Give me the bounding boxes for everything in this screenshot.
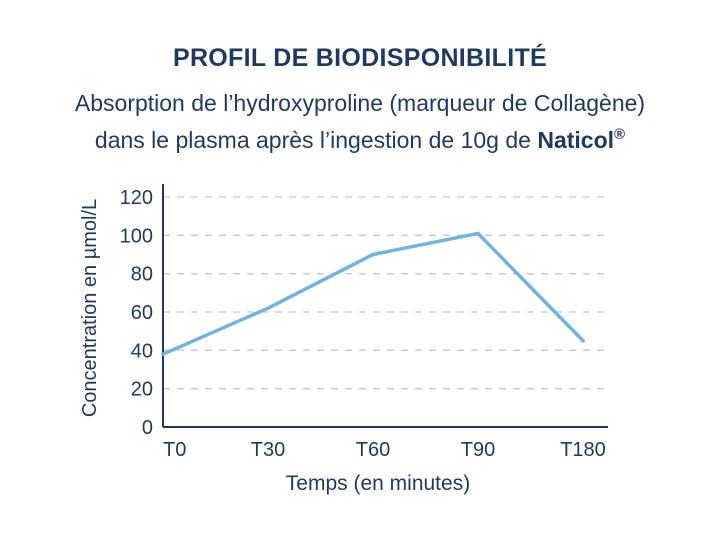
- axes: [162, 184, 608, 428]
- chart-title: PROFIL DE BIODISPONIBILITÉ: [172, 44, 548, 72]
- data-point: [371, 252, 375, 257]
- x-tick-label: T30: [251, 439, 285, 461]
- chart-subtitle-line2: dans le plasma après l’ingestion de 10g …: [0, 126, 720, 154]
- x-tick-labels: T0 T30 T60 T90 T180: [163, 439, 606, 461]
- subtitle-prefix: dans le plasma après l’ingestion de 10g …: [94, 127, 538, 153]
- x-tick-label: T90: [461, 439, 495, 461]
- registered-mark: ®: [614, 126, 626, 143]
- y-axis-label: Concentration en µmol/L: [79, 199, 101, 417]
- y-tick-label: 0: [142, 417, 153, 439]
- y-tick-label: 120: [120, 187, 153, 209]
- brand-name: Naticol®: [537, 126, 626, 153]
- x-tick-label: T180: [560, 439, 606, 461]
- y-tick-labels: 0 20 40 60 80 100 120: [120, 187, 153, 439]
- x-tick-label: T60: [356, 439, 390, 461]
- brand-label: Naticol: [537, 127, 615, 153]
- grid-lines: [163, 196, 608, 390]
- series-line: [161, 231, 585, 356]
- data-point: [581, 338, 585, 343]
- series-line-group: [161, 231, 585, 356]
- chart-subtitle-line1: Absorption de l’hydroxyproline (marqueur…: [74, 90, 646, 116]
- y-tick-label: 40: [131, 340, 153, 362]
- y-tick-label: 80: [131, 264, 153, 286]
- data-point: [266, 306, 270, 310]
- y-tick-label: 100: [120, 225, 153, 247]
- y-tick-label: 20: [131, 379, 153, 401]
- x-axis-label: Temps (en minutes): [286, 472, 470, 495]
- data-point: [161, 352, 165, 356]
- y-tick-label: 60: [131, 302, 153, 324]
- data-point: [476, 231, 480, 236]
- x-tick-label: T0: [163, 439, 186, 461]
